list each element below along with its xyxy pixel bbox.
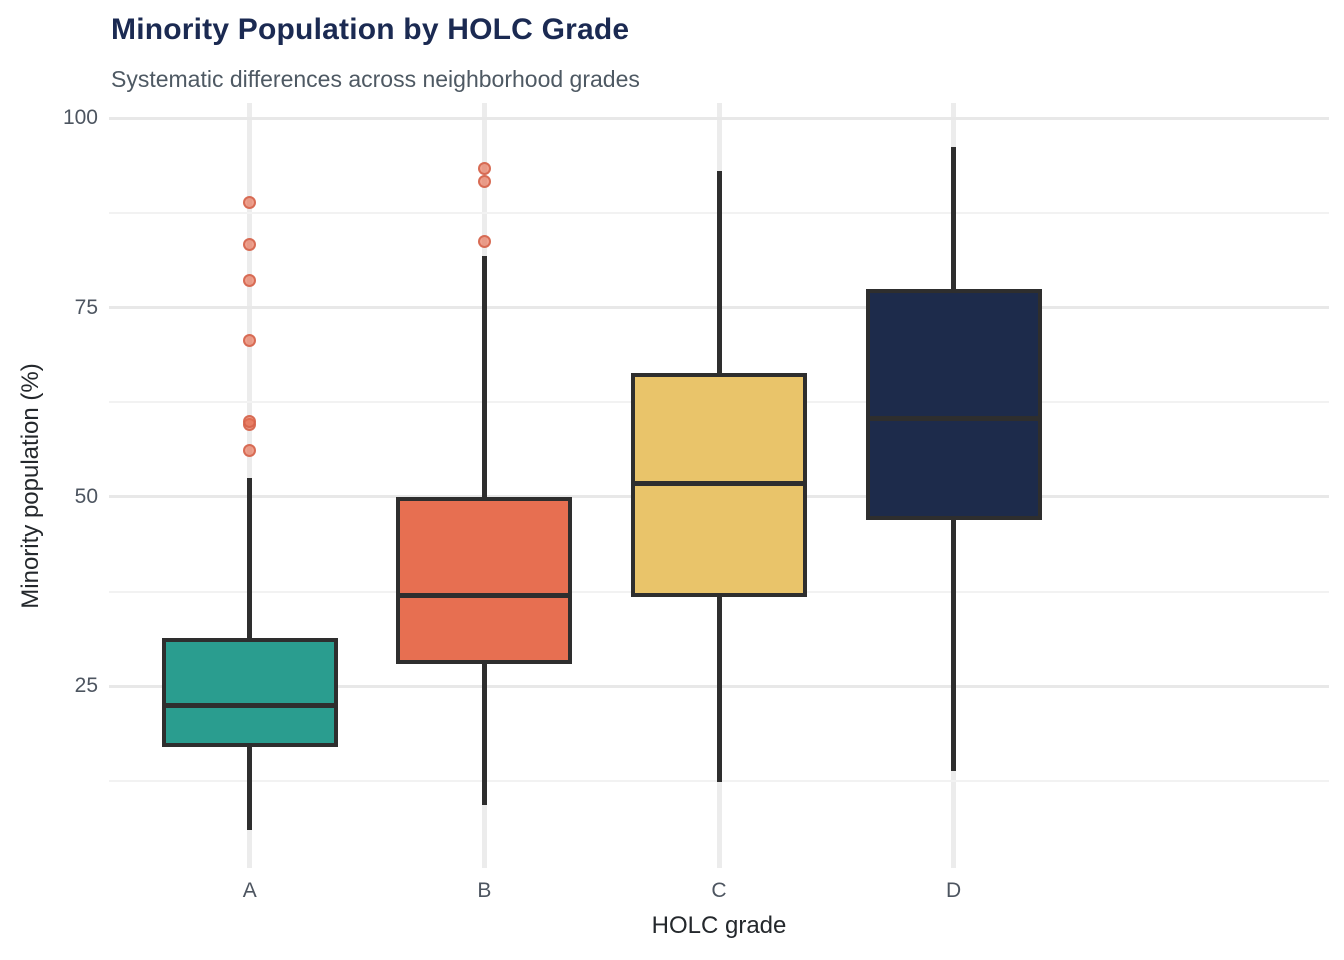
plot-panel xyxy=(109,103,1329,868)
outlier-A-78.6 xyxy=(243,273,257,287)
y-tick-label-50: 50 xyxy=(74,484,98,508)
box-B xyxy=(396,496,573,665)
outlier-A-88.8 xyxy=(243,196,257,210)
outlier-A-83.3 xyxy=(243,238,257,252)
median-B xyxy=(400,592,569,598)
box-D xyxy=(865,288,1042,520)
x-tick-label-C: C xyxy=(711,879,727,902)
whisker-upper-C xyxy=(716,171,722,373)
whisker-upper-A xyxy=(247,477,253,638)
x-tick-label-D: D xyxy=(946,879,962,902)
median-C xyxy=(635,480,803,486)
whisker-upper-D xyxy=(951,146,957,289)
outlier-B-93.4 xyxy=(477,161,491,175)
x-axis-title: HOLC grade xyxy=(651,912,787,939)
whisker-upper-B xyxy=(481,256,487,497)
chart-title: Minority Population by HOLC Grade xyxy=(111,13,630,46)
whisker-lower-B xyxy=(481,664,487,806)
x-tick-label-B: B xyxy=(477,879,492,902)
y-tick-label-100: 100 xyxy=(62,106,98,130)
whisker-lower-D xyxy=(951,519,957,772)
whisker-lower-C xyxy=(716,596,722,782)
chart-subtitle: Systematic differences across neighborho… xyxy=(111,66,640,92)
outlier-A-70.6 xyxy=(243,334,257,348)
outlier-B-83.7 xyxy=(477,235,491,249)
y-tick-label-75: 75 xyxy=(74,295,98,319)
y-tick-label-25: 25 xyxy=(74,674,98,698)
outlier-B-91.7 xyxy=(477,174,491,188)
outlier-A-56.1 xyxy=(243,444,257,458)
whisker-lower-A xyxy=(247,746,253,831)
median-A xyxy=(165,702,334,708)
outlier-A-60 xyxy=(243,414,257,428)
median-D xyxy=(869,416,1038,422)
x-tick-label-A: A xyxy=(242,879,257,902)
box-A xyxy=(161,637,338,747)
gridline-y-100 xyxy=(109,116,1329,120)
